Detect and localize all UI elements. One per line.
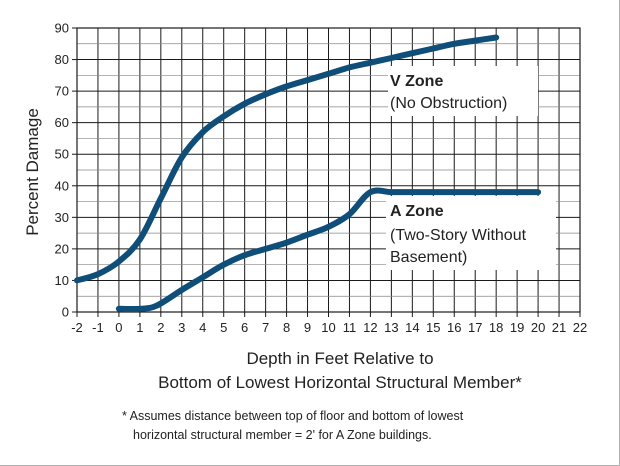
- x-axis-label-line-2: Bottom of Lowest Horizontal Structural M…: [158, 373, 522, 392]
- x-tick-label: -1: [92, 320, 104, 335]
- series-lines: [74, 34, 542, 313]
- y-tick-label: 30: [55, 210, 69, 225]
- x-tick-label: 5: [220, 320, 227, 335]
- x-tick-label: -2: [71, 320, 83, 335]
- x-tick-label: 13: [384, 320, 398, 335]
- x-tick-label: 1: [136, 320, 143, 335]
- x-tick-label: 11: [343, 320, 357, 335]
- x-tick-label: 12: [363, 320, 377, 335]
- v-zone-line: [74, 34, 500, 284]
- footnote-line-1: * Assumes distance between top of floor …: [122, 409, 464, 423]
- x-tick-label: 21: [552, 320, 566, 335]
- x-tick-label: 4: [199, 320, 206, 335]
- x-tick-label: 6: [241, 320, 248, 335]
- y-tick-labels: 0 10 20 30 40 50 60 70 80 90: [55, 21, 77, 320]
- y-tick-label: 90: [55, 21, 69, 36]
- x-tick-label: 14: [405, 320, 419, 335]
- y-tick-label: 60: [55, 115, 69, 130]
- v-zone-subtitle: (No Obstruction): [390, 95, 507, 112]
- y-axis-label: Percent Damage: [23, 108, 42, 236]
- x-tick-label: 9: [304, 320, 311, 335]
- x-tick-label: 22: [573, 320, 587, 335]
- x-tick-label: 18: [489, 320, 503, 335]
- a-zone-subtitle-1: (Two-Story Without: [390, 227, 527, 244]
- x-tick-label: 8: [283, 320, 290, 335]
- x-tick-label: 19: [510, 320, 524, 335]
- a-zone-line: [115, 187, 542, 313]
- x-tick-label: 16: [447, 320, 461, 335]
- y-tick-label: 70: [55, 84, 69, 99]
- x-tick-label: 0: [115, 320, 122, 335]
- a-zone-label: A Zone (Two-Story Without Basement): [386, 196, 556, 270]
- v-zone-label: V Zone (No Obstruction): [388, 66, 538, 116]
- y-tick-label: 0: [62, 305, 69, 320]
- y-tick-label: 50: [55, 147, 69, 162]
- x-tick-label: 15: [426, 320, 440, 335]
- a-zone-title: A Zone: [390, 203, 444, 220]
- y-tick-label: 80: [55, 52, 69, 67]
- x-axis-label-line-1: Depth in Feet Relative to: [246, 349, 434, 368]
- y-tick-label: 40: [55, 178, 69, 193]
- x-tick-label: 7: [262, 320, 269, 335]
- x-tick-label: 2: [157, 320, 164, 335]
- y-tick-label: 10: [55, 273, 69, 288]
- x-tick-label: 20: [531, 320, 545, 335]
- x-tick-label: 17: [468, 320, 482, 335]
- x-tick-label: 3: [178, 320, 185, 335]
- v-zone-title: V Zone: [390, 73, 443, 90]
- x-tick-label: 10: [321, 320, 335, 335]
- x-tick-labels: -2 -1 0 1 2 3 4 5 6 7 8 9 10 11 12 13 14 15 16 17 18 19 20 21 22: [71, 312, 587, 335]
- footnote-line-2: horizontal structural member = 2' for A …: [133, 428, 432, 442]
- a-zone-subtitle-2: Basement): [390, 249, 467, 266]
- y-tick-label: 20: [55, 241, 69, 256]
